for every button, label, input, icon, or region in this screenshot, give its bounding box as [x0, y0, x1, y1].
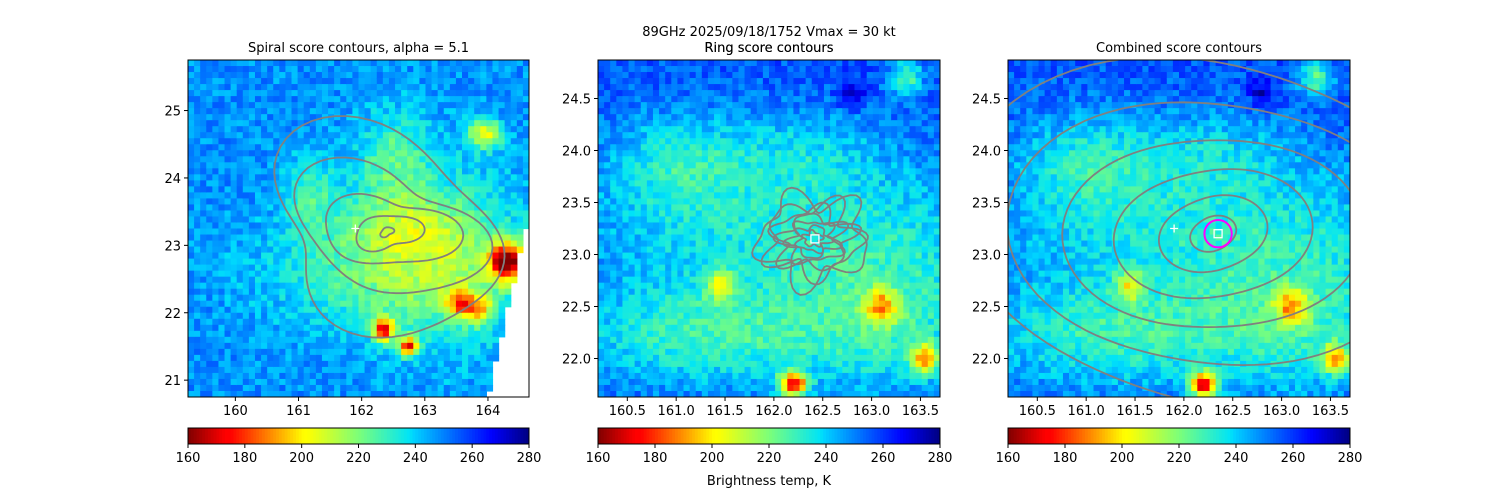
x-tick-label: 162.5 — [804, 404, 841, 419]
contour-lines — [751, 186, 869, 296]
axes-frame — [1007, 59, 1351, 398]
colorbar-tick-label: 220 — [346, 451, 371, 466]
y-tick-label: 24.5 — [562, 92, 591, 107]
colorbar-tick-label: 200 — [700, 451, 725, 466]
colorbar-tick-label: 160 — [586, 451, 611, 466]
x-tick-label: 161.5 — [706, 404, 743, 419]
colorbar: 160 180 200 220 240 260 280 — [996, 427, 1363, 466]
contour-line — [751, 186, 868, 296]
axes-frame — [597, 59, 941, 398]
x-tick-label: 163 — [412, 404, 437, 419]
contour-line — [1008, 60, 1350, 397]
x-tick-label: 161.0 — [1068, 404, 1105, 419]
center-square-marker — [1213, 229, 1223, 239]
y-tick-label: 22 — [164, 307, 181, 322]
x-tick-label: 162.0 — [1165, 404, 1202, 419]
y-tick-label: 22.5 — [562, 301, 591, 316]
y-tick-label: 21 — [164, 374, 181, 389]
y-tick-label: 25 — [164, 105, 181, 120]
x-tick-label: 160.5 — [1019, 404, 1056, 419]
y-tick-label: 24.5 — [972, 92, 1001, 107]
panel-3: Combined score contours 160.5 161.0 161.5 16… — [972, 41, 1363, 466]
colorbar-tick-label: 180 — [232, 451, 257, 466]
contour-line — [1061, 139, 1350, 329]
colorbar-tick-label: 260 — [460, 451, 485, 466]
colorbar-tick-label: 200 — [1110, 451, 1135, 466]
colorbar-tick-label: 220 — [1167, 451, 1192, 466]
colorbar-tick-label: 180 — [1053, 451, 1078, 466]
x-tick-label: 162 — [349, 404, 374, 419]
contour-line — [324, 193, 465, 265]
contour-line — [273, 115, 506, 339]
x-tick-label: 163.5 — [1312, 404, 1349, 419]
colorbar-label: Brightness temp, K — [707, 474, 832, 489]
x-tick-label: 164 — [476, 404, 501, 419]
x-tick-label: 161 — [286, 404, 311, 419]
y-tick-label: 23.0 — [562, 249, 591, 264]
suptitle-line1: 89GHz 2025/09/18/1752 Vmax = 30 kt — [642, 25, 896, 40]
colorbar-tick-label: 240 — [403, 451, 428, 466]
panel-2: Ring score contours 160.5 161.0 161.5 162.0 1… — [562, 41, 952, 466]
axes-frame — [187, 59, 530, 398]
x-tick-label: 163.5 — [902, 404, 939, 419]
y-tick-label: 22.5 — [972, 301, 1001, 316]
heatmap-field — [188, 60, 529, 397]
colorbar-tick-label: 240 — [1224, 451, 1249, 466]
y-tick-label: 23 — [164, 239, 181, 254]
x-tick-label: 161.0 — [658, 404, 695, 419]
y-tick-label: 22.0 — [972, 353, 1001, 368]
contour-line — [1157, 194, 1269, 274]
panel-title: Spiral score contours, alpha = 5.1 — [248, 41, 469, 56]
y-tick-label: 22.0 — [562, 353, 591, 368]
y-tick-label: 23.0 — [972, 249, 1001, 264]
panel-1: Spiral score contours, alpha = 5.1 160 161… — [164, 41, 541, 466]
colorbar-tick-label: 280 — [1338, 451, 1363, 466]
y-tick-label: 24.0 — [972, 144, 1001, 159]
x-tick-label: 163.0 — [853, 404, 890, 419]
y-tick-label: 24.0 — [562, 144, 591, 159]
center-square-marker — [810, 234, 820, 244]
colorbar-tick-label: 180 — [643, 451, 668, 466]
center-plus-marker — [351, 224, 360, 233]
ring-marker — [1203, 219, 1233, 249]
panel-title: Combined score contours — [1096, 41, 1262, 56]
panel-title: Ring score contours — [704, 41, 833, 56]
colorbar: 160 180 200 220 240 260 280 — [176, 427, 542, 466]
contour-line — [782, 220, 844, 260]
suptitle-line2: Ring score contours — [704, 41, 833, 56]
colorbar-tick-label: 240 — [814, 451, 839, 466]
colorbar: 160 180 200 220 240 260 280 — [586, 427, 953, 466]
center-plus-marker — [1170, 224, 1179, 233]
x-tick-label: 162.0 — [755, 404, 792, 419]
colorbar-tick-label: 260 — [1281, 451, 1306, 466]
colorbar-tick-label: 280 — [517, 451, 542, 466]
contour-line — [379, 226, 396, 239]
x-tick-label: 161.5 — [1116, 404, 1153, 419]
colorbar-tick-label: 200 — [289, 451, 314, 466]
heatmap-field — [1008, 60, 1350, 397]
colorbar-tick-label: 280 — [928, 451, 953, 466]
x-tick-label: 162.5 — [1214, 404, 1251, 419]
contour-line — [293, 156, 494, 295]
contour-line — [800, 228, 825, 248]
contour-line — [772, 212, 850, 266]
contour-lines — [273, 115, 506, 339]
colorbar-tick-label: 160 — [996, 451, 1021, 466]
y-tick-label: 23.5 — [562, 196, 591, 211]
x-tick-label: 163.0 — [1263, 404, 1300, 419]
y-tick-label: 23.5 — [972, 196, 1001, 211]
x-tick-label: 160.5 — [609, 404, 646, 419]
x-tick-label: 160 — [223, 404, 248, 419]
contour-line — [1112, 168, 1314, 300]
colorbar-tick-label: 220 — [757, 451, 782, 466]
contour-line — [355, 215, 426, 253]
colorbar-tick-label: 260 — [871, 451, 896, 466]
contour-line — [1008, 101, 1350, 367]
y-tick-label: 24 — [164, 172, 181, 187]
colorbar-tick-label: 160 — [176, 451, 201, 466]
